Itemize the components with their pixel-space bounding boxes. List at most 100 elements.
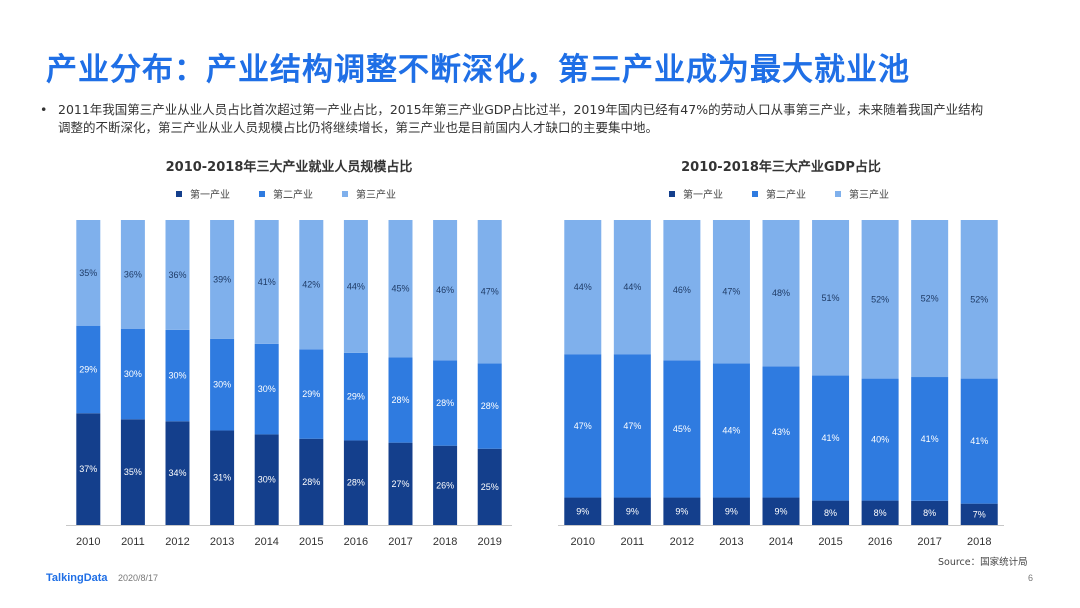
bar-segment [613,220,651,355]
bar-segment [254,220,279,344]
data-label: 8% [923,508,936,518]
bar-segment [388,442,413,525]
bar-segment [210,430,235,525]
bar-segment [76,325,101,414]
data-label: 8% [824,508,837,518]
bar-segment [165,329,190,422]
bar-segment [812,500,850,525]
x-tick-label: 2017 [388,536,412,548]
legend-label: 第三产业 [356,188,396,201]
legend-label: 第一产业 [683,188,723,201]
bar-segment [120,328,145,420]
bar-segment [911,500,949,525]
data-label: 28% [391,395,409,405]
data-label: 28% [436,398,454,408]
bar-segment [388,357,413,443]
bar-segment [712,363,750,498]
data-label: 44% [347,281,365,291]
bar-segment [762,497,800,525]
data-label: 47% [574,421,592,431]
data-label: 36% [124,269,142,279]
bar-segment [343,220,368,353]
data-label: 52% [921,294,939,304]
data-label: 51% [822,293,840,303]
data-label: 28% [481,401,499,411]
bar-segment [76,220,101,326]
bar-segment [299,220,324,350]
bar-segment [299,438,324,525]
data-label: 48% [772,288,790,298]
legend-swatch [176,191,182,197]
bar-segment [120,220,145,329]
data-label: 39% [213,274,231,284]
x-tick-label: 2010 [571,536,595,548]
x-tick-label: 2014 [254,536,278,548]
x-tick-label: 2015 [818,536,842,548]
data-label: 41% [970,436,988,446]
data-label: 41% [258,277,276,287]
data-label: 9% [774,506,787,516]
data-label: 29% [79,364,97,374]
data-label: 29% [347,392,365,402]
bar-segment [254,434,279,525]
data-label: 7% [973,509,986,519]
data-label: 44% [722,425,740,435]
data-label: 27% [391,479,409,489]
data-label: 41% [822,433,840,443]
x-tick-label: 2012 [165,536,189,548]
data-label: 52% [871,294,889,304]
bar-segment [76,413,101,525]
bar-segment [762,220,800,367]
bar-segment [254,343,279,435]
chart-title: 2010-2018年三大产业GDP占比 [681,159,881,175]
bar-segment [911,377,949,501]
data-label: 46% [673,285,691,295]
data-label: 37% [79,464,97,474]
data-label: 40% [871,435,889,445]
bar-segment [165,220,190,330]
footer-date: 2020/8/17 [118,573,159,583]
data-label: 8% [874,508,887,518]
x-tick-label: 2016 [868,536,892,548]
data-label: 35% [124,467,142,477]
chart-title: 2010-2018年三大产业就业人员规模占比 [166,159,413,175]
data-label: 28% [302,477,320,487]
x-tick-label: 2013 [210,536,234,548]
bar-segment [663,360,701,498]
data-label: 9% [626,506,639,516]
x-tick-label: 2013 [719,536,743,548]
bar-segment [433,220,458,361]
legend-label: 第二产业 [766,188,806,201]
x-tick-label: 2014 [769,536,793,548]
data-label: 41% [921,434,939,444]
page-title: 产业分布：产业结构调整不断深化，第三产业成为最大就业池 [46,52,910,88]
bar-segment [861,220,899,379]
bar-segment [613,354,651,498]
bar-segment [343,440,368,525]
x-tick-label: 2018 [433,536,457,548]
source-note: Source：国家统计局 [938,557,1028,568]
data-label: 34% [168,468,186,478]
bar-segment [388,220,413,358]
legend-swatch [342,191,348,197]
data-label: 47% [722,287,740,297]
bar-segment [564,497,602,525]
data-label: 47% [623,421,641,431]
summary-text: 2011年我国第三产业从业人员占比首次超过第一产业占比，2015年第三产业GDP… [58,102,984,135]
data-label: 25% [481,482,499,492]
legend-label: 第一产业 [190,188,230,201]
legend-label: 第二产业 [273,188,313,201]
x-tick-label: 2011 [621,536,645,548]
data-label: 46% [436,285,454,295]
x-tick-label: 2017 [917,536,941,548]
bar-segment [120,419,145,525]
x-tick-label: 2015 [299,536,323,548]
bar-segment [663,497,701,525]
bar-segment [564,354,602,498]
legend-swatch [669,191,675,197]
data-label: 45% [673,424,691,434]
data-label: 44% [574,282,592,292]
legend-swatch [835,191,841,197]
